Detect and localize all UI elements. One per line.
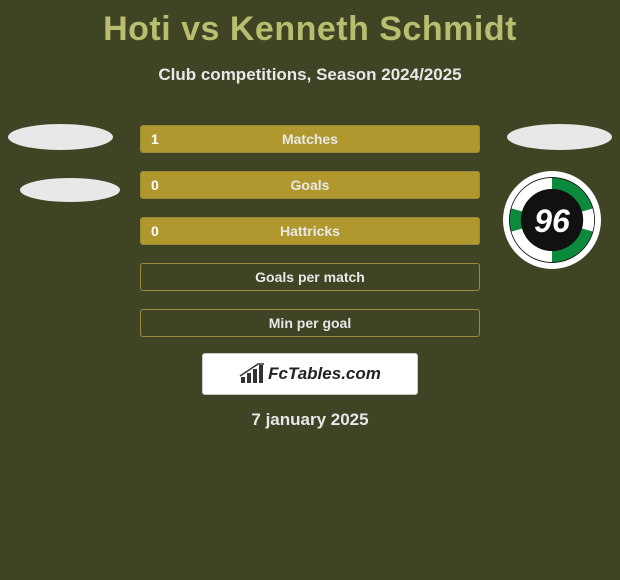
bar-row: 0 Goals <box>140 171 480 199</box>
bar-label: Goals per match <box>255 269 365 285</box>
branding-box: FcTables.com <box>202 353 418 395</box>
bar-value-left: 0 <box>151 177 159 193</box>
player-left-avatar-1 <box>8 124 113 150</box>
club-logo-right: 96 <box>502 170 602 270</box>
date-text: 7 january 2025 <box>251 410 368 430</box>
bar-row: Min per goal <box>140 309 480 337</box>
chart-icon <box>239 363 265 385</box>
svg-text:96: 96 <box>534 203 570 239</box>
club-logo-svg: 96 <box>502 170 602 270</box>
comparison-bars: 1 Matches 0 Goals 0 Hattricks Goals per match M… <box>140 125 480 355</box>
page-title: Hoti vs Kenneth Schmidt <box>0 0 620 49</box>
bar-label: Min per goal <box>269 315 351 331</box>
page-subtitle: Club competitions, Season 2024/2025 <box>0 65 620 85</box>
bar-row: 0 Hattricks <box>140 217 480 245</box>
bar-value-left: 0 <box>151 223 159 239</box>
bar-row: 1 Matches <box>140 125 480 153</box>
player-right-avatar <box>507 124 612 150</box>
branding-text: FcTables.com <box>268 364 381 384</box>
bar-label: Matches <box>282 131 338 147</box>
player-left-avatar-2 <box>20 178 120 202</box>
bar-row: Goals per match <box>140 263 480 291</box>
bar-label: Goals <box>291 177 330 193</box>
bar-value-left: 1 <box>151 131 159 147</box>
bar-label: Hattricks <box>280 223 340 239</box>
